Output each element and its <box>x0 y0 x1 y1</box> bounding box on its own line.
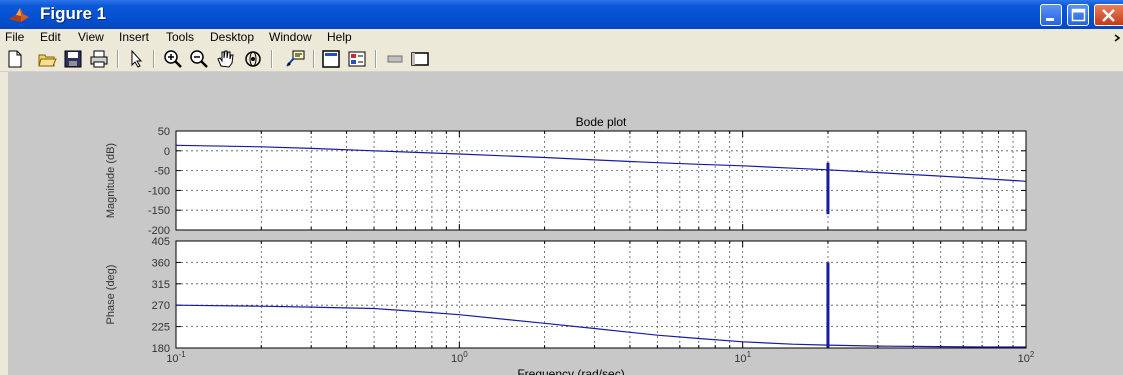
x-tick-label: 100 <box>451 350 468 365</box>
y-tick-label: 180 <box>152 343 170 355</box>
close-icon <box>1102 9 1115 22</box>
axes-background <box>176 131 1026 230</box>
x-tick-label: 101 <box>734 350 751 365</box>
title-bar[interactable]: Figure 1 <box>0 0 1123 29</box>
y-tick-label: 50 <box>158 126 170 138</box>
menu-view[interactable]: View <box>78 30 104 44</box>
menu-window[interactable]: Window <box>269 30 312 44</box>
hide-plot-tools-icon[interactable] <box>385 49 405 69</box>
figure-canvas: 50 0 -50 -100 -150 -200 Magnitude (dB) Bode plo… <box>8 72 1123 375</box>
toolbar-separator <box>271 50 273 68</box>
y-tick-label: 315 <box>152 279 170 291</box>
axes-frame <box>175 240 1027 349</box>
close-button[interactable] <box>1094 4 1123 26</box>
open-file-icon[interactable] <box>37 49 57 69</box>
phase-axes: 405 360 315 270 225 180 Phase (deg) 10-1 100 101 1… <box>105 236 1035 375</box>
minimize-icon <box>1046 18 1054 21</box>
rotate-3d-icon[interactable] <box>243 49 263 69</box>
y-tick-label: 360 <box>152 257 170 269</box>
pointer-icon[interactable] <box>127 49 147 69</box>
maximize-button[interactable] <box>1067 4 1089 26</box>
toolbar-separator <box>375 50 377 68</box>
window-title: Figure 1 <box>40 4 107 23</box>
data-cursor-icon[interactable] <box>285 49 305 69</box>
save-icon[interactable] <box>63 49 83 69</box>
toolbar-separator <box>313 50 315 68</box>
axes-frame <box>175 130 1027 231</box>
x-tick-label: 102 <box>1018 350 1035 365</box>
show-plot-tools-icon[interactable] <box>410 49 430 69</box>
axes-background <box>176 241 1026 348</box>
chart-title: Bode plot <box>576 115 627 129</box>
bode-plot: 50 0 -50 -100 -150 -200 Magnitude (dB) Bode plo… <box>105 115 1035 375</box>
menu-bar: File Edit View Insert Tools Desktop Wind… <box>0 29 1123 47</box>
menu-file[interactable]: File <box>5 30 25 44</box>
menu-insert[interactable]: Insert <box>119 30 150 44</box>
magnitude-axes: 50 0 -50 -100 -150 -200 Magnitude (dB) Bode plo… <box>105 115 1027 237</box>
y-tick-label: 0 <box>164 146 170 158</box>
minimize-button[interactable] <box>1040 4 1062 26</box>
y-tick-label: 225 <box>152 322 170 334</box>
menu-overflow-icon[interactable] <box>1113 31 1123 45</box>
x-axis-label: Frequency (rad/sec) <box>517 367 624 375</box>
y-axis-label: Phase (deg) <box>105 265 117 325</box>
toolbar-separator <box>153 50 155 68</box>
y-tick-label: -100 <box>148 185 170 197</box>
y-tick-label: -150 <box>148 205 170 217</box>
y-tick-label: 270 <box>152 300 170 312</box>
zoom-out-icon[interactable] <box>189 49 209 69</box>
y-tick-label: -50 <box>154 166 170 178</box>
menu-edit[interactable]: Edit <box>40 30 61 44</box>
toolbar-separator <box>117 50 119 68</box>
menu-desktop[interactable]: Desktop <box>210 30 255 44</box>
maximize-icon <box>1071 8 1086 22</box>
y-tick-label: -200 <box>148 225 170 237</box>
print-icon[interactable] <box>89 49 109 69</box>
menu-help[interactable]: Help <box>327 30 352 44</box>
x-tick-label: 10-1 <box>166 350 186 365</box>
new-figure-icon[interactable] <box>5 49 25 69</box>
colorbar-icon[interactable] <box>321 49 341 69</box>
y-tick-label: 405 <box>152 236 170 248</box>
series-line <box>175 304 1026 348</box>
zoom-in-icon[interactable] <box>163 49 183 69</box>
y-axis-label: Magnitude (dB) <box>105 143 117 218</box>
legend-icon[interactable] <box>347 49 367 69</box>
series-line <box>175 144 1027 182</box>
pan-hand-icon[interactable] <box>215 49 235 69</box>
matlab-logo-icon <box>9 8 29 22</box>
toolbar <box>0 47 1123 72</box>
menu-tools[interactable]: Tools <box>166 30 195 44</box>
